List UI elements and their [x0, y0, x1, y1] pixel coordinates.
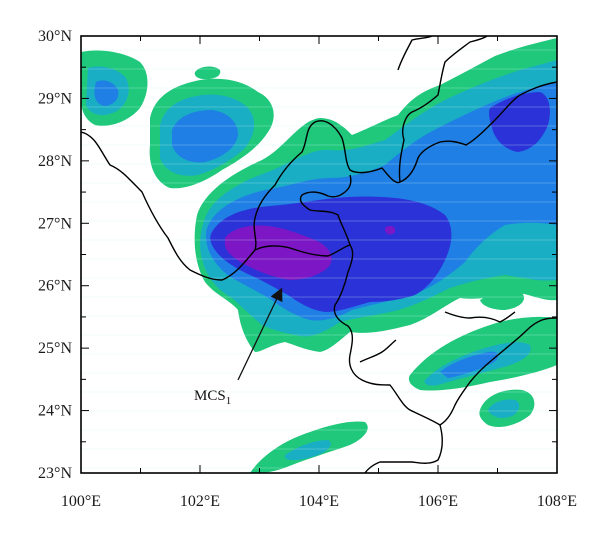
x-tick-label: 102°E: [180, 493, 220, 510]
y-tick-label: 25°N: [38, 340, 72, 357]
y-tick-label: 30°N: [38, 28, 72, 45]
axis-ticks: [80, 35, 558, 474]
y-tick-label: 28°N: [38, 153, 72, 170]
mcs1-label: MCS1: [194, 388, 231, 407]
precip-level-5: [225, 225, 396, 280]
y-tick-label: 27°N: [38, 215, 72, 232]
x-tick-label: 108°E: [537, 493, 577, 510]
x-tick-label: 104°E: [299, 493, 339, 510]
y-tick-label: 26°N: [38, 278, 72, 295]
y-tick-label: 23°N: [38, 465, 72, 482]
province-boundaries: [81, 36, 557, 473]
x-axis-labels: 100°E 102°E 104°E 106°E 108°E: [61, 493, 577, 510]
mcs1-arrow: [237, 287, 283, 381]
plot-area: [81, 36, 557, 473]
gridlines: [81, 49, 557, 469]
x-tick-label: 106°E: [418, 493, 458, 510]
y-axis-labels: 23°N 24°N 25°N 26°N 27°N 28°N 29°N 30°N: [38, 28, 72, 482]
y-tick-label: 24°N: [38, 403, 72, 420]
y-tick-label: 29°N: [38, 90, 72, 107]
x-tick-label: 100°E: [61, 493, 101, 510]
mcs1-annotation: [237, 287, 283, 381]
